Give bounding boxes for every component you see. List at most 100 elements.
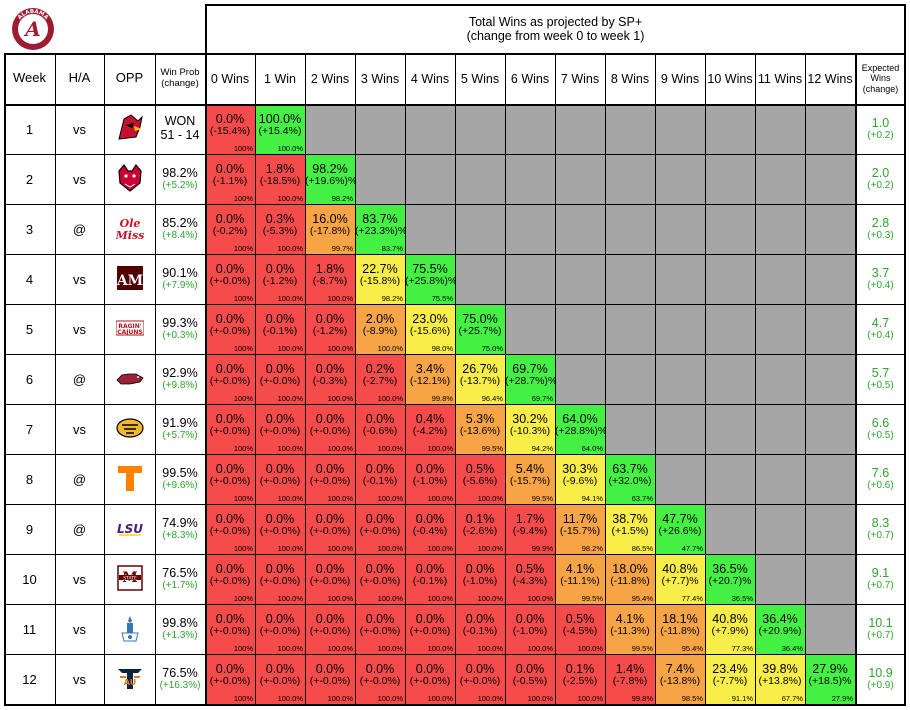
cell-cumulative: 94.2%: [531, 444, 553, 453]
cell-probability: 18.0%: [612, 562, 648, 576]
opponent-cell: [104, 154, 155, 204]
cell-cumulative: 99.5%: [631, 644, 653, 653]
win-prob-cell-1: 0.3% (-5.3%) 100.0%: [255, 204, 305, 254]
cell-probability: 4.1%: [615, 612, 645, 626]
win-prob-cell-5: 0.0% (+-0.0%) 100.0%: [455, 654, 505, 704]
cell-probability: 38.7%: [612, 512, 648, 526]
cell-probability: 39.8%: [762, 662, 798, 676]
win-prob-cell-1: 0.0% (-1.2%) 100.0%: [255, 254, 305, 304]
cell-cumulative: 100.0%: [477, 544, 503, 553]
win-prob-cell-2: 1.8% (-8.7%) 100.0%: [305, 254, 355, 304]
svg-text:LSU: LSU: [117, 522, 143, 536]
grid-line: [305, 53, 306, 704]
win-prob-cell-0: 0.0% (+-0.0%) 100%: [205, 404, 255, 454]
cell-probability: 0.0%: [415, 612, 445, 626]
cell-change: (-2.6%): [462, 525, 498, 537]
cell-cumulative: 98.0%: [431, 344, 453, 353]
expected-wins-value: 1.0: [871, 115, 890, 130]
win-prob-cell-0: 0.0% (+-0.0%) 100%: [205, 504, 255, 554]
expected-wins-cell: 7.6 (+0.6): [855, 454, 906, 504]
win-prob-cell-0: 0.0% (+-0.0%) 100%: [205, 304, 255, 354]
cell-probability: 27.9%: [812, 662, 848, 676]
header-week: Week: [13, 70, 46, 86]
cell-probability: 0.0%: [415, 512, 445, 526]
cell-probability: 0.1%: [565, 662, 595, 676]
cell-probability: 0.0%: [315, 462, 345, 476]
win-prob-cell-3: 0.0% (-0.6%) 100.0%: [355, 404, 405, 454]
empty-cell: [505, 254, 555, 304]
expected-wins-value: 10.1: [868, 615, 893, 630]
empty-cell: [605, 204, 655, 254]
win-prob-cell: 85.2% (+8.4%): [155, 204, 205, 254]
cell-probability: 0.0%: [465, 612, 495, 626]
cell-cumulative: 100.0%: [477, 494, 503, 503]
empty-cell: [605, 154, 655, 204]
cell-change: (+-0.0%): [359, 525, 401, 537]
cell-probability: 0.0%: [215, 662, 245, 676]
empty-cell: [655, 104, 705, 154]
cell-cumulative: 27.9%: [831, 694, 853, 703]
cell-probability: 22.7%: [362, 262, 398, 276]
empty-cell: [655, 404, 705, 454]
cell-probability: 0.0%: [265, 462, 295, 476]
win-prob-cell-6: 0.0% (-1.0%) 100.0%: [505, 604, 555, 654]
header-ha: H/A: [68, 70, 91, 86]
home-away-cell: vs: [73, 321, 86, 337]
win-prob-cell-1: 0.0% (+-0.0%) 100.0%: [255, 404, 305, 454]
win-prob-change: (+1.7%): [162, 580, 198, 592]
expected-wins-change: (+0.7): [867, 630, 894, 642]
win-prob-cell-2: 16.0% (-17.8%) 99.7%: [305, 204, 355, 254]
empty-cell: [705, 204, 755, 254]
empty-cell: [505, 154, 555, 204]
cell-change: (-11.8%): [610, 575, 650, 587]
cell-cumulative: 100.0%: [277, 444, 303, 453]
cell-cumulative: 100.0%: [377, 544, 403, 553]
win-prob-change: 51 - 14: [160, 128, 200, 142]
win-prob-value: 74.9%: [162, 515, 198, 530]
win-prob-cell-9: 18.1% (-11.8%) 95.4%: [655, 604, 705, 654]
cell-cumulative: 100.0%: [577, 644, 603, 653]
win-prob-cell-5: 26.7% (-13.7%) 96.4%: [455, 354, 505, 404]
win-prob-cell-4: 0.0% (-0.1%) 100.0%: [405, 554, 455, 604]
cell-cumulative: 100%: [233, 494, 253, 503]
cell-change: (-11.3%): [610, 625, 650, 637]
empty-cell: [655, 204, 705, 254]
win-prob-cell-9: 47.7% (+26.6%) 47.7%: [655, 504, 705, 554]
expected-wins-cell: 2.0 (+0.2): [855, 154, 906, 204]
grid-line: [155, 53, 156, 704]
win-prob-change: (+7.9%): [162, 280, 198, 292]
cell-probability: 0.0%: [265, 512, 295, 526]
cell-change: (+-0.0%): [209, 575, 251, 587]
empty-cell: [505, 304, 555, 354]
opponent-cell: MSTATE: [104, 554, 155, 604]
cell-change: (-15.7%): [559, 525, 601, 537]
expected-wins-cell: 9.1 (+0.7): [855, 554, 906, 604]
chart-title-block: Total Wins as projected by SP+ (change fr…: [205, 4, 906, 53]
cell-change: (-9.4%): [512, 525, 548, 537]
empty-cell: [755, 104, 805, 154]
empty-cell: [755, 204, 805, 254]
cell-change: (+28.7%)%: [505, 375, 555, 387]
win-prob-cell-6: 0.0% (-0.5%) 100.0%: [505, 654, 555, 704]
cell-cumulative: 100.0%: [377, 444, 403, 453]
empty-cell: [805, 504, 855, 554]
grid-line: [904, 4, 906, 706]
win-prob-cell-8: 38.7% (+1.5%) 86.5%: [605, 504, 655, 554]
cell-probability: 7.4%: [665, 662, 695, 676]
empty-cell: [705, 454, 755, 504]
cell-change: (+-0.0%): [209, 475, 251, 487]
svg-text:Miss: Miss: [116, 229, 144, 242]
cell-cumulative: 100.0%: [427, 594, 453, 603]
home-away-cell: vs: [73, 271, 86, 287]
cell-change: (-0.2%): [212, 225, 248, 237]
expected-wins-change: (+0.5): [867, 430, 894, 442]
cell-probability: 0.0%: [515, 612, 545, 626]
cell-cumulative: 100.0%: [277, 194, 303, 203]
empty-cell: [755, 254, 805, 304]
cell-cumulative: 98.5%: [681, 694, 703, 703]
cell-change: (-8.9%): [362, 325, 398, 337]
empty-cell: [455, 204, 505, 254]
cell-cumulative: 100.0%: [477, 644, 503, 653]
empty-cell: [605, 304, 655, 354]
win-prob-cell-10: 36.5% (+20.7)% 36.5%: [705, 554, 755, 604]
